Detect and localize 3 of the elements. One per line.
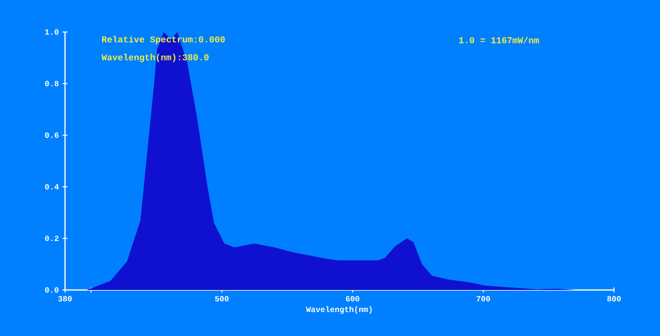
annotation: Relative Spectrum:0.000 bbox=[102, 36, 225, 44]
annotation: Wavelength(nm):380.0 bbox=[102, 54, 209, 62]
annotation: 1.0 = 1167mW/nm bbox=[459, 36, 539, 44]
